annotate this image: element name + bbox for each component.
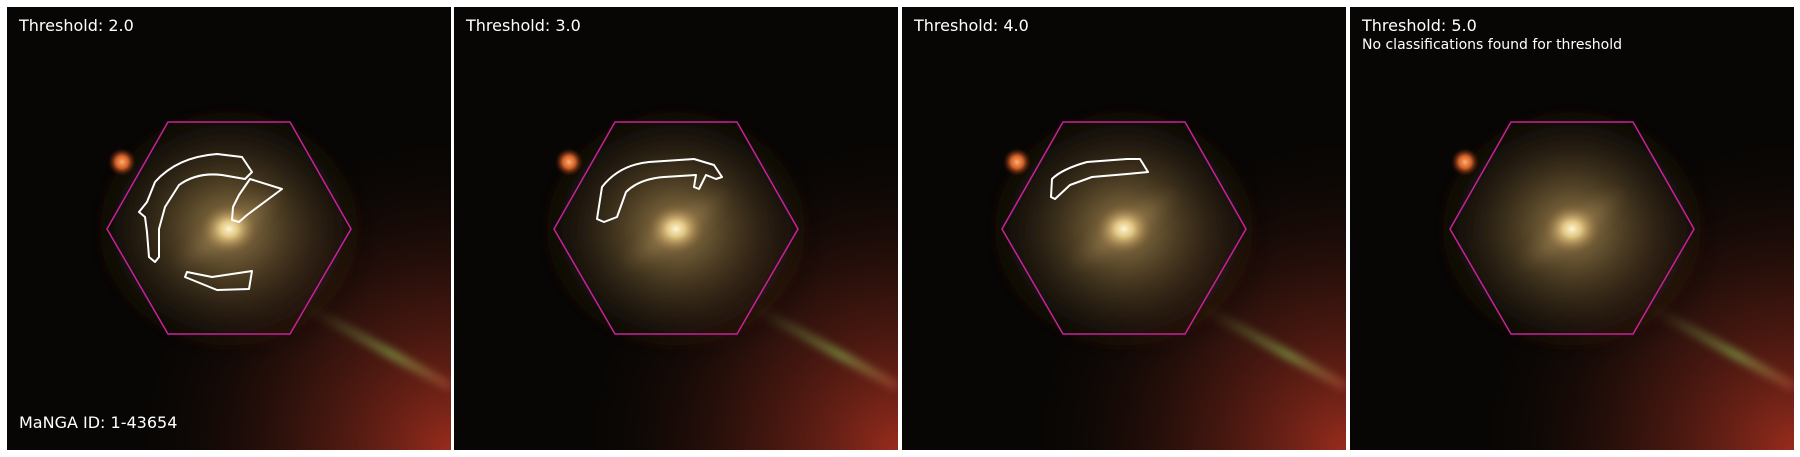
galaxy-image (1350, 7, 1794, 450)
manga-id-label: MaNGA ID: 1-43654 (19, 413, 178, 432)
classification-contour (138, 153, 253, 263)
classification-contour (184, 270, 253, 291)
panel-title: Threshold: 2.0 (19, 16, 134, 35)
classification-contour (596, 158, 723, 223)
panel-threshold-5: Threshold: 5.0 No classifications found … (1350, 7, 1794, 450)
classification-contour (231, 178, 283, 223)
galaxy-image (7, 7, 451, 450)
ifu-hexagon (1449, 121, 1695, 335)
panel-note: No classifications found for threshold (1362, 37, 1622, 53)
panel-threshold-4: Threshold: 4.0 (902, 7, 1346, 450)
galaxy-image (454, 7, 898, 450)
panel-threshold-2: Threshold: 2.0 MaNGA ID: 1-43654 (7, 7, 451, 450)
ifu-hexagon (106, 121, 352, 335)
panel-title: Threshold: 5.0 (1362, 16, 1477, 35)
ifu-hexagon (553, 121, 799, 335)
panel-threshold-3: Threshold: 3.0 (454, 7, 898, 450)
ifu-hexagon (1001, 121, 1247, 335)
panel-title: Threshold: 4.0 (914, 16, 1029, 35)
galaxy-image (902, 7, 1346, 450)
panel-title: Threshold: 3.0 (466, 16, 581, 35)
classification-contour (1050, 158, 1149, 200)
